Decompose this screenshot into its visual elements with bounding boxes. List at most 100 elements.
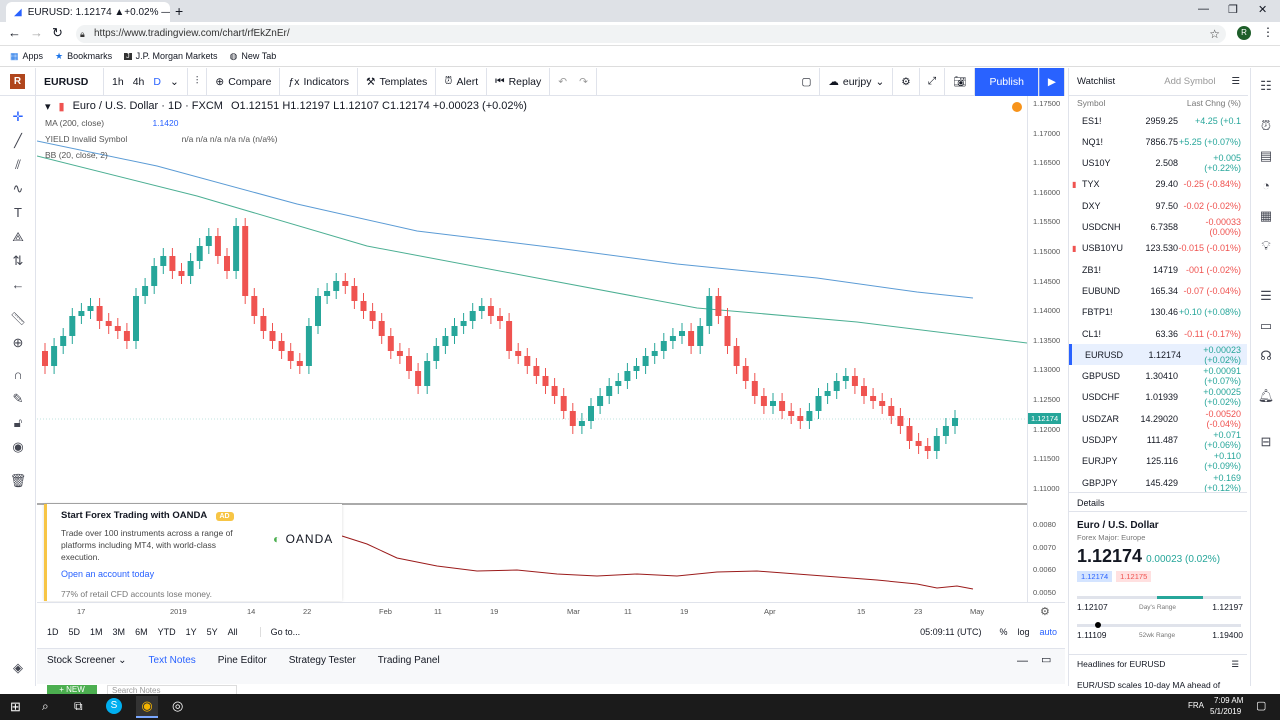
minimize-icon[interactable]: — (1198, 3, 1209, 15)
snapshot-button[interactable]: 📷︎ (945, 67, 976, 96)
tab-text-notes[interactable]: Text Notes (148, 655, 196, 666)
goto-button[interactable]: Go to... (259, 627, 300, 637)
percent-toggle[interactable]: % (999, 627, 1008, 637)
layers-icon[interactable]: ◈ (13, 660, 23, 675)
browser-tab[interactable]: ◢ EURUSD: 1.12174 ▲+0.02% — c ✕ (6, 2, 170, 22)
watchlist-row[interactable]: GBPUSD 1.30410 +0.00091 (+0.07%) (1069, 366, 1247, 387)
price-axis[interactable]: 1.17500 1.17000 1.16500 1.16000 1.15500 1.150… (1027, 96, 1065, 602)
menu-kebab-icon[interactable]: ⋮ (1262, 25, 1274, 39)
stay-drawing-icon[interactable]: ✎ (12, 391, 24, 406)
red-flag-icon[interactable]: ▮ (1072, 179, 1077, 189)
eye-icon[interactable]: ◉ (12, 439, 24, 454)
maximize-panel-icon[interactable]: ▭ (1041, 654, 1052, 666)
layout-button[interactable]: ☁ eurjpy ⌄ (820, 67, 894, 96)
range-1d[interactable]: 1D (47, 627, 59, 637)
legend-title[interactable]: Euro / U.S. Dollar · 1D · FXCM (72, 100, 223, 112)
legend-yield[interactable]: YIELD Invalid Symbol n/a n/a n/a n/a n/a… (45, 134, 278, 144)
profile-avatar[interactable]: R (1237, 26, 1251, 40)
task-view-icon[interactable]: ⧉ (74, 699, 83, 713)
watchlist-row[interactable]: ES1! 2959.25 +4.25 (+0.1 (1069, 110, 1247, 131)
range-5y[interactable]: 5Y (206, 627, 218, 637)
data-window-icon[interactable]: ▤ (1259, 148, 1273, 163)
publish-options-button[interactable]: ▶ (1038, 67, 1065, 96)
interval-d[interactable]: D (153, 75, 161, 88)
bookmark-newtab[interactable]: ◍ New Tab (230, 51, 277, 62)
pitchfork-icon[interactable]: ⫽ (15, 157, 21, 172)
watchlist-menu-icon[interactable]: ☰ (1231, 76, 1240, 87)
replay-button[interactable]: ⏮ Replay (487, 67, 551, 96)
undo-icon[interactable]: ↶ (558, 75, 568, 88)
hotlist-icon[interactable]: ◔ (1262, 178, 1270, 193)
time-axis[interactable]: ⚙ 17 2019 14 22 Feb 11 19 Mar 11 19 Apr 15 23 May (37, 602, 1065, 620)
col-chg[interactable]: Chng (%) (1205, 98, 1241, 108)
restore-icon[interactable]: ❐ (1228, 4, 1238, 16)
range-1m[interactable]: 1M (90, 627, 103, 637)
interval-dropdown-icon[interactable]: ⌄ (169, 75, 179, 88)
back-arrow-icon[interactable]: ← (11, 277, 25, 292)
back-icon[interactable]: ← (8, 25, 21, 40)
trend-line-icon[interactable]: ╱ (14, 133, 22, 148)
add-symbol-input[interactable]: Add Symbol (1164, 76, 1216, 87)
skype-icon[interactable]: S (106, 698, 122, 714)
bookmark-jpmorgan[interactable]: J J.P. Morgan Markets (124, 51, 218, 61)
watchlist-row[interactable]: ▮ TYX 29.40 -0.25 (-0.84%) (1069, 174, 1247, 195)
fullscreen-button[interactable]: ⤢ (920, 67, 946, 96)
bookmark-apps[interactable]: ▦ Apps (10, 51, 43, 62)
range-5d[interactable]: 5D (68, 627, 81, 637)
minimize-panel-icon[interactable]: — (1017, 655, 1028, 667)
range-all[interactable]: All (227, 627, 238, 637)
brush-icon[interactable]: ∿ (12, 181, 24, 196)
fullscreen-select-button[interactable]: ▢ (793, 67, 821, 96)
order-panel-icon[interactable]: ⊟ (1260, 434, 1272, 449)
chart-pane[interactable]: ▾ ▮ Euro / U.S. Dollar · 1D · FXCM O1.12… (37, 96, 1027, 602)
ad-popup[interactable]: Start Forex Trading with OANDA AD Trade … (44, 504, 342, 601)
watchlist-sidebar-icon[interactable]: ☷ (1260, 78, 1272, 93)
headline-item[interactable]: EUR/USD scales 10-day MA ahead of (1077, 680, 1221, 690)
alerts-list-icon[interactable]: ⏰︎ (1260, 118, 1272, 133)
clock-time[interactable]: 7:09 AM (1214, 696, 1244, 705)
calendar-icon[interactable]: ▦ (1259, 208, 1273, 223)
col-symbol[interactable]: Symbol (1077, 98, 1106, 108)
windows-start-icon[interactable]: ⊞ (10, 699, 21, 714)
trash-icon[interactable]: 🗑︎ (9, 473, 27, 488)
alert-button[interactable]: ⏰︎ Alert (436, 67, 488, 96)
lang-indicator[interactable]: FRA (1188, 701, 1204, 710)
symbol-search[interactable]: EURUSD (36, 67, 104, 96)
watchlist-row[interactable]: ZB1! 14719 -001 (-0.02%) (1069, 259, 1247, 280)
auto-toggle[interactable]: auto (1039, 627, 1057, 637)
prediction-icon[interactable]: ⇅ (12, 253, 24, 268)
legend-bb[interactable]: BB (20, close, 2) (45, 150, 108, 160)
watchlist-row[interactable]: DXY 97.50 -0.02 (-0.02%) (1069, 195, 1247, 216)
forward-icon[interactable]: → (30, 25, 43, 40)
headlines-menu-icon[interactable]: ☰ (1231, 659, 1239, 669)
watchlist-row[interactable]: USDCNH 6.7358 -0.00033 (0.00%) (1069, 217, 1247, 238)
watchlist-row[interactable]: NQ1! 7856.75 +5.25 (+0.07%) (1069, 131, 1247, 152)
range-1y[interactable]: 1Y (185, 627, 197, 637)
red-flag-icon[interactable]: ▮ (1072, 243, 1077, 253)
tab-pine-editor[interactable]: Pine Editor (217, 655, 267, 666)
templates-button[interactable]: ⚒ Templates (358, 67, 437, 96)
lock-drawings-icon[interactable]: 🔓︎ (13, 415, 23, 430)
price-chart[interactable] (37, 96, 1027, 602)
range-3m[interactable]: 3M (112, 627, 126, 637)
watchlist-row[interactable]: USDJPY 111.487 +0.071 (+0.06%) (1069, 430, 1247, 451)
chart-style-button[interactable]: ⫶ (188, 67, 208, 96)
indicators-button[interactable]: ƒx Indicators (280, 67, 359, 96)
watchlist-row[interactable]: US10Y 2.508 +0.005 (+0.22%) (1069, 153, 1247, 174)
new-tab-icon[interactable]: + (175, 3, 184, 19)
ideas-icon[interactable]: 💡︎ (1261, 238, 1271, 253)
text-icon[interactable]: T (14, 205, 22, 220)
utc-clock[interactable]: 05:09:11 (UTC) (920, 627, 982, 637)
magnet-icon[interactable]: ∩ (13, 367, 23, 382)
watchlist-row[interactable]: EUBUND 165.34 -0.07 (-0.04%) (1069, 280, 1247, 301)
range-ytd[interactable]: YTD (157, 627, 176, 637)
watchlist-row[interactable]: GBPJPY 145.429 +0.169 (+0.12%) (1069, 472, 1247, 493)
ruler-icon[interactable]: 📏︎ (9, 311, 27, 326)
crosshair-icon[interactable]: ✛ (12, 109, 24, 124)
settings-button[interactable]: ⚙ (893, 67, 920, 96)
interval-1h[interactable]: 1h (112, 75, 124, 88)
notifications-icon[interactable]: 🔔︎ (1257, 388, 1275, 403)
notification-center-icon[interactable]: ▢ (1256, 700, 1267, 712)
pattern-icon[interactable]: ⟁ (12, 229, 24, 244)
search-icon[interactable]: ⌕ (42, 699, 49, 713)
